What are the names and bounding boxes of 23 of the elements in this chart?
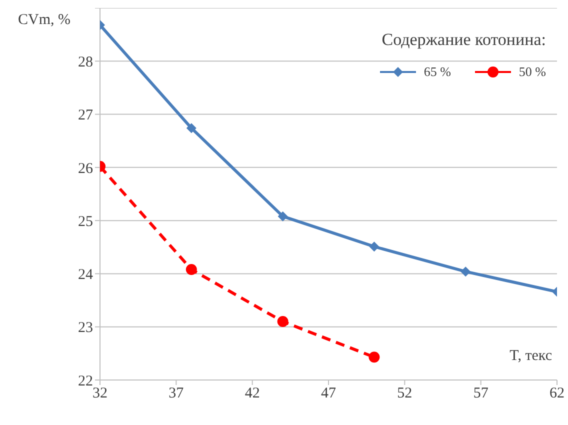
y-tick-label: 25	[78, 214, 93, 230]
y-tick-label: 26	[78, 160, 94, 177]
point	[277, 316, 288, 328]
y-tick-label: 22	[78, 373, 93, 390]
x-tick-label: 37	[168, 386, 184, 402]
y-tick-label: 28	[78, 54, 93, 70]
point	[368, 352, 380, 363]
x-tick-label: 47	[321, 386, 336, 402]
x-tick-label: 52	[397, 386, 412, 402]
y-tick-label: 27	[78, 108, 94, 124]
y-tick-label: 24	[78, 267, 94, 284]
legend-label: 65 %	[424, 64, 451, 80]
y-tick-label: 23	[78, 320, 93, 336]
x-axis-title: T, текс	[510, 348, 552, 365]
point	[369, 242, 380, 252]
point	[278, 211, 288, 222]
x-tick-label: 32	[92, 386, 108, 402]
y-axis-title: CVm, %	[18, 12, 70, 29]
x-tick-label: 62	[550, 386, 564, 402]
x-tick-label: 57	[473, 386, 489, 402]
legend-label: 50 %	[518, 64, 546, 80]
legend-title: Содержание котонина:	[380, 30, 546, 50]
x-tick-label: 42	[244, 386, 260, 402]
